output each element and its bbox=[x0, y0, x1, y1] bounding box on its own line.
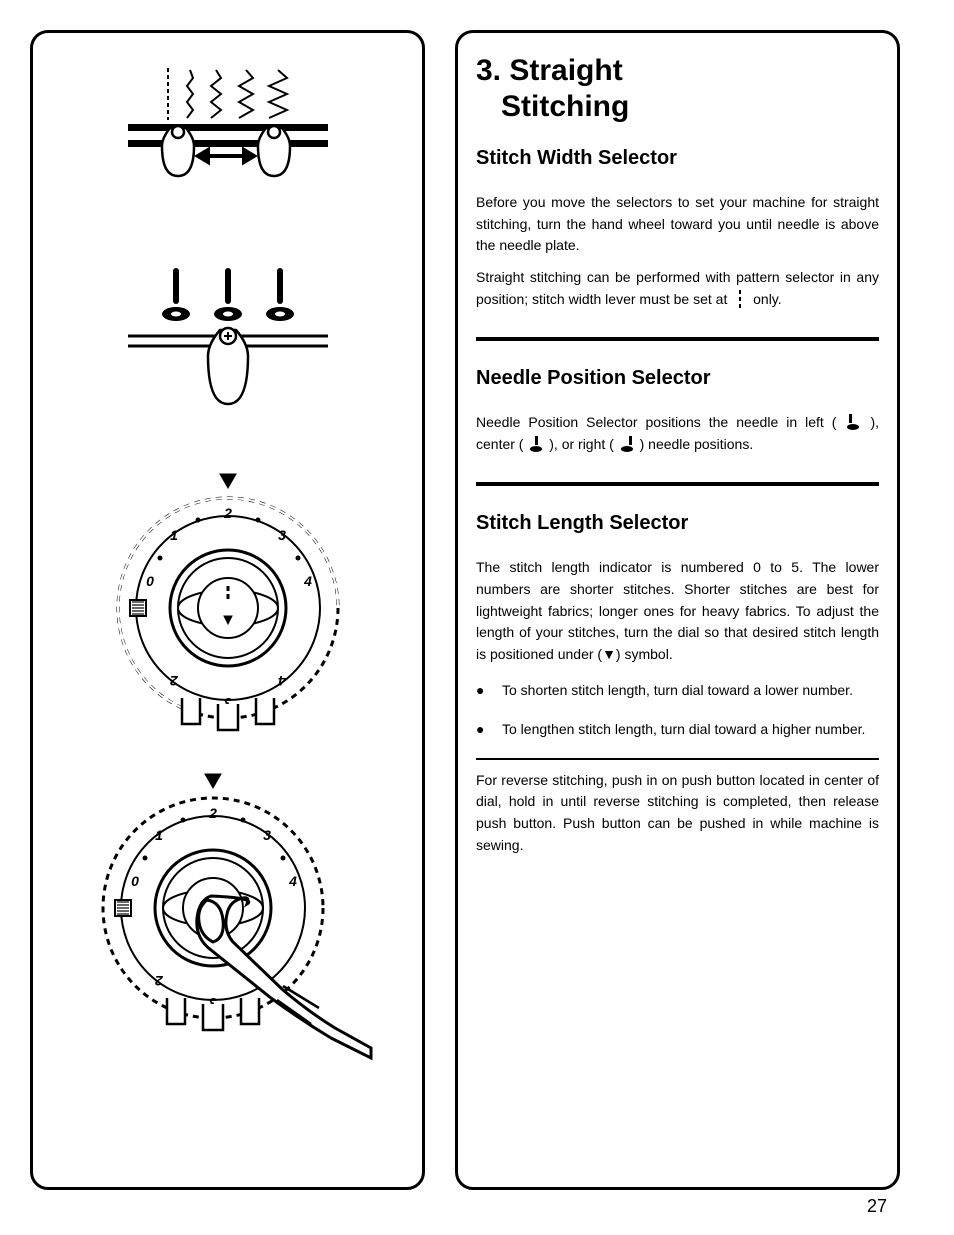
svg-text:0: 0 bbox=[146, 573, 154, 589]
svg-text:1: 1 bbox=[155, 827, 163, 843]
needle-position-diagram bbox=[108, 258, 348, 448]
svg-text:2: 2 bbox=[169, 673, 178, 689]
section1-para1: Before you move the selectors to set you… bbox=[476, 192, 879, 257]
svg-text:3: 3 bbox=[263, 827, 271, 843]
svg-text:0: 0 bbox=[131, 873, 139, 889]
svg-text:3: 3 bbox=[278, 527, 286, 543]
reverse-button-diagram: 0 1 2 3 4 4 3 2 bbox=[83, 768, 373, 1068]
main-title: 3. Straight Stitching bbox=[476, 53, 879, 125]
svg-text:4: 4 bbox=[288, 873, 297, 889]
section3-title: Stitch Length Selector bbox=[476, 512, 879, 535]
svg-text:4: 4 bbox=[303, 573, 312, 589]
stitch-width-diagram bbox=[98, 58, 358, 238]
section3-bullets: To shorten stitch length, turn dial towa… bbox=[476, 680, 879, 740]
needle-center-icon bbox=[527, 434, 545, 456]
needle-left-icon bbox=[844, 412, 862, 434]
section1-para2: Straight stitching can be performed with… bbox=[476, 267, 879, 311]
divider-2 bbox=[476, 482, 879, 486]
svg-text:2: 2 bbox=[223, 505, 232, 521]
svg-text:2: 2 bbox=[208, 805, 217, 821]
svg-text:2: 2 bbox=[154, 973, 163, 989]
svg-text:4: 4 bbox=[277, 673, 286, 689]
page-number: 27 bbox=[867, 1196, 887, 1217]
text-panel: 3. Straight Stitching Stitch Width Selec… bbox=[455, 30, 900, 1190]
section1-title: Stitch Width Selector bbox=[476, 147, 879, 170]
bullet-shorten: To shorten stitch length, turn dial towa… bbox=[476, 680, 879, 701]
thin-rule bbox=[476, 758, 879, 760]
section2-title: Needle Position Selector bbox=[476, 367, 879, 390]
section3-para2: For reverse stitching, push in on push b… bbox=[476, 770, 879, 857]
section3-para1: The stitch length indicator is numbered … bbox=[476, 557, 879, 665]
title-line-1: 3. Straight bbox=[476, 54, 623, 87]
section2-para: Needle Position Selector positions the n… bbox=[476, 412, 879, 456]
straight-mark-icon bbox=[731, 289, 749, 311]
stitch-length-dial-diagram: 0 1 2 3 4 4 3 2 bbox=[98, 468, 358, 748]
svg-text:1: 1 bbox=[170, 527, 178, 543]
needle-right-icon bbox=[618, 434, 636, 456]
title-line-2: Stitching bbox=[501, 90, 629, 123]
illustrations-panel: 0 1 2 3 4 4 3 2 bbox=[30, 30, 425, 1190]
bullet-lengthen: To lengthen stitch length, turn dial tow… bbox=[476, 719, 879, 740]
divider-1 bbox=[476, 337, 879, 341]
